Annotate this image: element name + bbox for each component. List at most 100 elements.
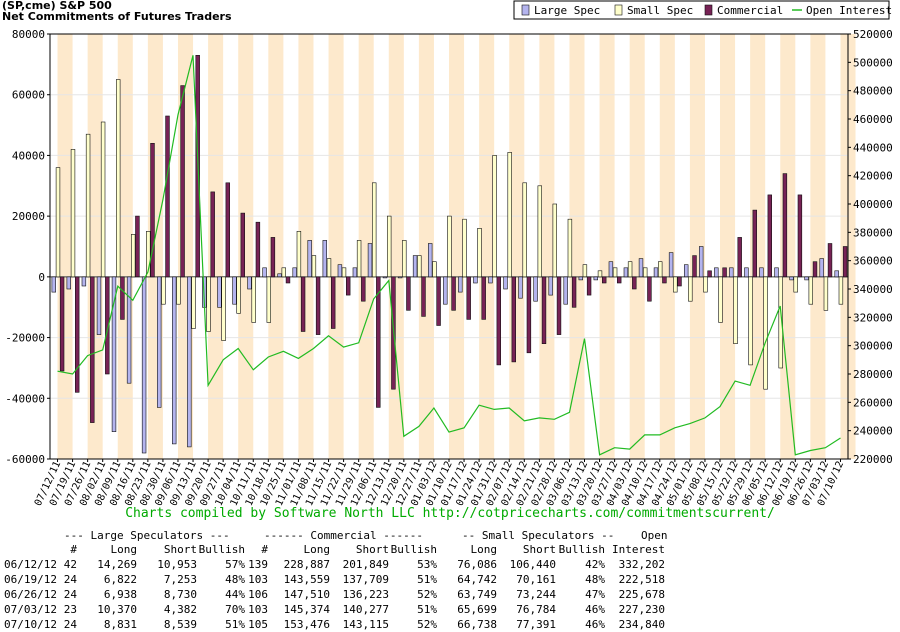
bar-commercial [451,276,456,311]
bar-commercial [376,276,381,408]
bar-small-spec [221,276,226,341]
bar-commercial [255,221,261,278]
bar-large-spec [744,267,749,278]
bar-large-spec [458,276,463,293]
y2-tick-label: 500000 [853,56,893,69]
y2-tick-label: 300000 [853,340,893,353]
bar-small-spec [402,240,407,278]
table-cell: 8,730 [163,588,197,601]
table-cell: 234,840 [618,618,665,631]
bar-small-spec [341,267,347,278]
chart-title-symbol: (SP,cme) S&P 500 [2,0,112,12]
bar-commercial [285,276,291,284]
table-column-header: Long [303,543,331,556]
bar-large-spec [578,276,584,281]
background-stripe [750,34,766,459]
table-cell: 51% [417,603,437,616]
table-cell: 147,510 [283,588,330,601]
bar-small-spec [447,215,452,278]
bar-small-spec [206,276,211,332]
table-cell: 6,938 [103,588,137,601]
bar-commercial [616,276,622,284]
table-cell: 10,370 [97,603,137,616]
open-interest-line [57,55,841,456]
bar-large-spec [382,276,388,279]
table-cell: 10,953 [157,558,197,571]
bar-large-spec [262,267,267,278]
table-cell: 14,269 [97,558,137,571]
bar-large-spec [533,276,538,302]
bar-commercial [647,276,652,302]
background-stripe [539,34,555,459]
bar-commercial [270,237,276,278]
bar-large-spec [774,267,779,278]
table-cell: 73,244 [516,588,556,601]
table-cell: 24 [63,618,77,631]
table-column-header: Bullish [198,543,245,556]
table-cell: 53% [417,558,437,571]
table-cell: 201,849 [342,558,389,571]
bar-commercial [752,209,758,278]
bar-small-spec [642,267,648,278]
table-cell: 332,202 [618,558,665,571]
y-tick-label: -20000 [5,332,45,345]
table-cell: 153,476 [283,618,330,631]
table-column-header: Bullish [390,543,437,556]
table-cell: 42 [63,558,77,571]
table-cell: 57% [225,558,245,571]
x-axis: 07/12/1107/19/1107/26/1108/02/1108/09/11… [33,459,846,506]
background-stripe [629,34,645,459]
table-cell: 103 [248,603,268,616]
bar-commercial [330,276,336,329]
bar-small-spec [718,276,723,323]
background-stripe [449,34,465,459]
legend-label: Open Interest [806,4,892,17]
bar-commercial [135,215,140,278]
bar-small-spec [823,276,829,311]
bar-large-spec [81,276,87,287]
table-cell: 8,831 [103,618,137,631]
table-column-header: Short [522,543,556,556]
y2-tick-label: 320000 [853,311,893,324]
bar-small-spec [281,267,286,278]
table-column-header: Short [163,543,197,556]
bar-large-spec [232,276,237,305]
table-row-date: 06/12/12 [4,558,57,571]
bar-small-spec [146,231,151,278]
bar-commercial [842,246,848,278]
bar-small-spec [462,218,467,278]
background-stripe [810,34,826,459]
bar-small-spec [55,167,61,278]
background-stripe [479,34,495,459]
table-cell: 139 [248,558,268,571]
bar-commercial [812,261,818,278]
table-cell: 66,738 [457,618,497,631]
bar-small-spec [537,185,543,278]
bar-small-spec [582,264,588,278]
bar-large-spec [96,276,102,335]
bar-small-spec [251,276,256,323]
bar-small-spec [85,133,91,278]
bar-small-spec [432,261,437,278]
bar-small-spec [417,255,422,278]
bar-small-spec [311,255,317,278]
bar-small-spec [176,276,181,305]
bar-commercial [692,255,697,278]
bar-small-spec [161,276,166,305]
bar-commercial [481,276,486,320]
table-row-date: 06/26/12 [4,588,57,601]
bar-small-spec [131,234,136,278]
table-cell: 24 [63,573,77,586]
bar-commercial [210,191,215,278]
table-cell: 48% [585,573,605,586]
table-cell: 228,887 [283,558,330,571]
background-stripe [659,34,675,459]
bar-large-spec [834,270,839,278]
bar-small-spec [326,258,332,278]
table-cell: 227,230 [618,603,665,616]
positions-table: --- Large Speculators --- ------ Commerc… [0,528,900,631]
background-stripe [599,34,615,459]
y2-tick-label: 260000 [853,396,893,409]
bar-commercial [511,276,516,363]
bar-commercial [632,276,637,290]
